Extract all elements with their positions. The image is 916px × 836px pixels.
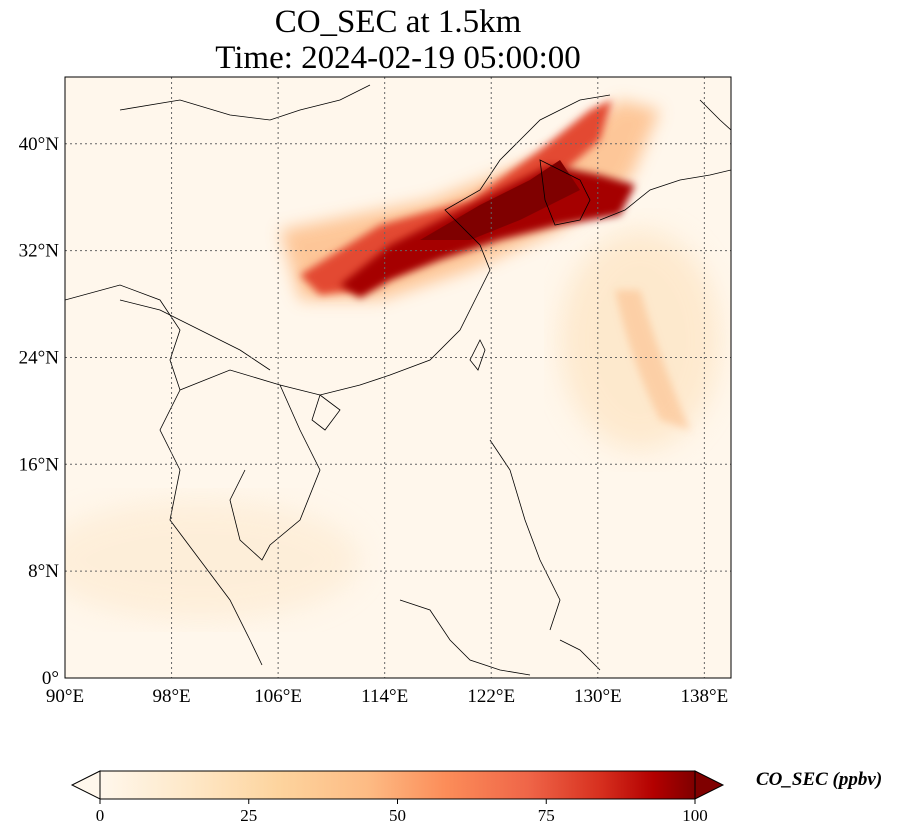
colorbar-tick-label: 0 (96, 806, 105, 825)
mongolia-border (119, 84, 371, 121)
map-frame (64, 76, 732, 679)
lon-tick-label: 114°E (361, 686, 408, 707)
colorbar-ticks: 0 25 50 75 100 (96, 799, 708, 825)
lon-tick-label: 90°E (46, 686, 84, 707)
lat-tick-label: 40°N (19, 134, 60, 155)
china-border-south (119, 299, 271, 371)
lon-tick-label: 130°E (574, 686, 622, 707)
colorbar-tick-label: 75 (538, 806, 555, 825)
lat-tick-label: 24°N (19, 347, 60, 368)
lat-tick-label: 8°N (28, 561, 59, 582)
plume-south-diffuse (65, 500, 360, 620)
mainland-coast-west (65, 284, 263, 666)
lon-tick-label: 138°E (681, 686, 729, 707)
colorbar-tick-label: 25 (240, 806, 257, 825)
colorbar-extend-low (70, 770, 101, 800)
title-time: Time: 2024-02-19 05:00:00 (215, 40, 581, 76)
lon-ticks: 90°E 98°E 106°E 114°E 122°E 130°E 138°E (46, 686, 728, 707)
coastlines (65, 84, 731, 676)
japan-coast-south (599, 169, 731, 221)
philippines-coast (489, 439, 561, 631)
lon-tick-label: 122°E (467, 686, 515, 707)
china-coast (179, 94, 611, 396)
lat-tick-label: 0° (42, 668, 59, 689)
lon-tick-label: 106°E (254, 686, 302, 707)
indochina-coast (229, 384, 321, 561)
plume-band-east (615, 290, 690, 430)
colorbar-body (100, 771, 695, 799)
colorbar-extend-high (694, 770, 725, 800)
lon-tick-label: 98°E (152, 686, 190, 707)
borneo-coast (399, 599, 531, 676)
colorbar-tick-label: 50 (389, 806, 406, 825)
colorbar-tick-label: 100 (682, 806, 708, 825)
plume-core-dark (420, 160, 580, 240)
gridlines (65, 77, 731, 678)
lat-tick-label: 16°N (19, 454, 60, 475)
mindanao-coast (559, 639, 601, 671)
concentration-field (65, 77, 731, 678)
lat-ticks: 40°N 32°N 24°N 16°N 8°N 0° (19, 134, 60, 689)
map-title: CO_SEC at 1.5km Time: 2024-02-19 05:00:0… (65, 4, 731, 76)
title-variable: CO_SEC at 1.5km (274, 4, 522, 40)
japan-north (699, 99, 731, 131)
hainan-island (311, 394, 341, 431)
plume-middle (300, 100, 612, 295)
korean-peninsula (539, 159, 591, 226)
colorbar: 0 25 50 75 100 (70, 770, 725, 825)
taiwan-island (469, 339, 486, 371)
colorbar-label: CO_SEC (ppbv) (756, 769, 883, 790)
lat-tick-label: 32°N (19, 241, 60, 262)
